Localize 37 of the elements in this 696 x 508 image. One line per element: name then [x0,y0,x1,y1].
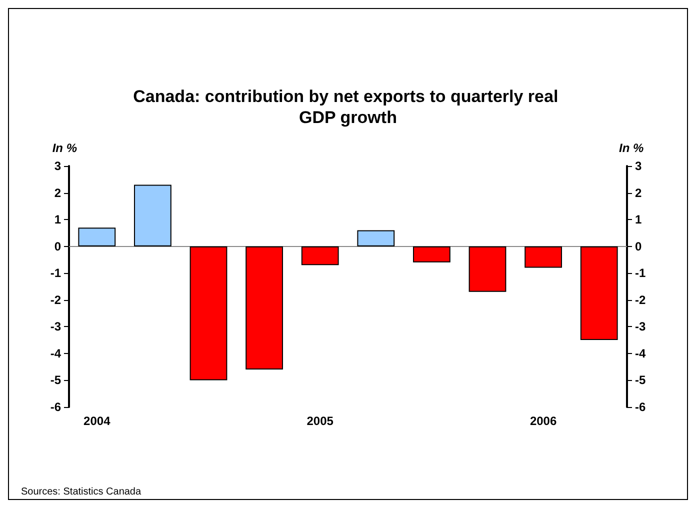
x-tick-label: 2006 [530,414,557,428]
y2-tick-label: -4 [635,346,646,360]
bar [524,246,562,268]
source-note: Sources: Statistics Canada [21,486,142,498]
bar [190,246,228,380]
y2-tick-label: -2 [635,292,646,307]
y2-tick-label: 3 [635,159,642,173]
x-tick-label: 2005 [306,414,334,428]
y-tick-label: 2 [54,186,62,200]
y2-tick-label: 0 [635,239,642,254]
y-tick-label: 1 [54,212,62,227]
y-tick-label: -2 [50,292,62,307]
y2-axis-title: In % [619,141,644,155]
y2-tick-label: 1 [635,212,642,227]
y-tick-label: 3 [54,159,62,173]
bar [134,184,172,246]
y-tick-label: -3 [50,320,62,334]
bar [78,228,116,246]
y2-tick-label: 2 [635,186,642,200]
y-tick-label: -5 [50,373,62,388]
bar [413,246,450,262]
y2-tick-label: -5 [635,373,646,388]
chart-title: Canada: contribution by net exports to quarterly real GDP growth [133,87,563,127]
y-tick-label: 0 [54,239,62,254]
y2-tick-label: -1 [635,266,646,280]
y-axis-title: In % [52,141,78,155]
y2-tick-label: -3 [635,320,646,334]
y-tick-label: -6 [50,400,62,414]
bar [357,230,395,246]
bar [580,246,618,340]
bar [468,246,506,292]
x-tick-label: 2004 [84,414,111,428]
y-tick-label: -1 [50,266,62,280]
y-tick-label: -4 [50,346,62,360]
y2-tick-label: -6 [635,400,646,414]
bar [301,246,339,266]
bar [246,246,283,370]
